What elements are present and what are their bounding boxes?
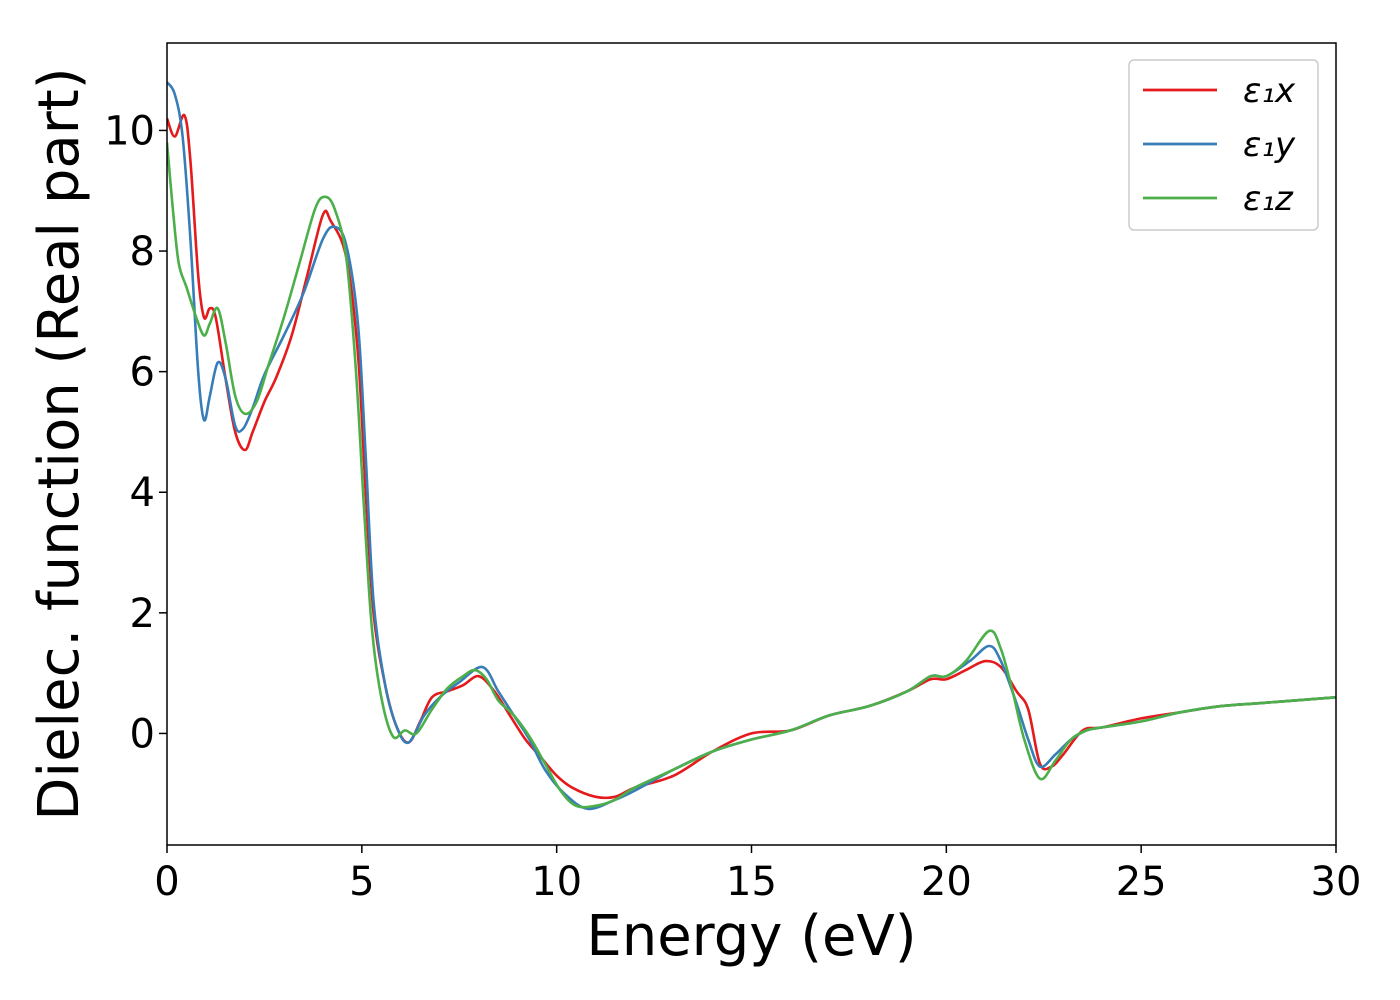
x-axis-ticks: 0 5 10 15 20 25 30 [154,845,1361,905]
y-tick-label: 6 [130,350,155,396]
y-axis-ticks: 0 2 4 6 8 10 [104,108,167,757]
y-tick-label: 8 [130,229,155,275]
series-lines [167,81,1336,811]
legend-label-1: ε₁x [1243,71,1296,111]
series-line-3 [167,142,1336,809]
legend-box [1128,59,1319,231]
y-tick-label: 4 [130,470,155,516]
x-tick-label: 5 [349,859,374,905]
series-line-1 [167,113,1336,800]
x-tick-label: 15 [726,859,777,905]
y-tick-label: 0 [130,711,155,757]
x-tick-label: 10 [531,859,582,905]
x-axis-label: Energy (eV) [586,904,916,969]
legend-label-3: ε₁z [1243,179,1294,219]
legend: ε₁x ε₁y ε₁z [1128,59,1319,231]
y-axis-label: Dielec. function (Real part) [27,67,92,820]
legend-label-2: ε₁y [1243,125,1296,165]
y-tick-label: 10 [104,108,155,154]
x-tick-label: 30 [1311,859,1362,905]
x-tick-label: 25 [1116,859,1167,905]
x-tick-label: 0 [154,859,179,905]
x-tick-label: 20 [921,859,972,905]
y-tick-label: 2 [130,591,155,637]
